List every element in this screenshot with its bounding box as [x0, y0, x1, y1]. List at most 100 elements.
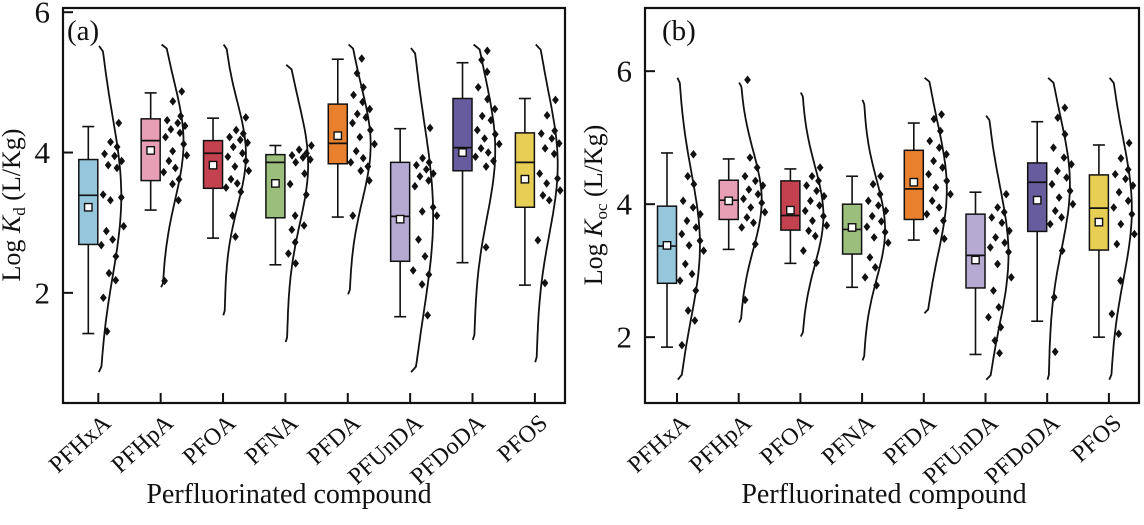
data-point	[418, 280, 426, 289]
panel-letter: (a)	[67, 15, 99, 47]
data-point	[482, 242, 490, 252]
data-point	[245, 166, 253, 176]
data-point	[681, 259, 689, 269]
data-point	[291, 238, 299, 247]
data-point	[690, 149, 697, 159]
data-point	[181, 121, 189, 131]
data-point	[741, 171, 749, 181]
data-point	[752, 176, 759, 186]
data-point	[175, 174, 183, 184]
data-point	[1061, 103, 1069, 113]
data-point	[696, 209, 704, 219]
data-point	[299, 153, 307, 162]
data-point	[881, 227, 889, 237]
data-point	[816, 163, 824, 172]
box-PFOS	[514, 132, 536, 209]
data-point	[242, 113, 250, 122]
data-point	[409, 266, 417, 275]
mean-marker	[786, 205, 795, 215]
data-point	[118, 156, 126, 166]
data-point	[676, 276, 684, 285]
data-point	[754, 189, 762, 199]
data-point	[295, 145, 303, 155]
data-point	[425, 176, 433, 185]
x-axis-title: Perfluorinated compound	[741, 479, 1026, 510]
data-point	[222, 183, 230, 192]
data-point	[105, 268, 113, 278]
box-PFDoDA	[452, 97, 473, 172]
data-point	[482, 162, 490, 171]
mean-marker	[458, 148, 467, 157]
data-point	[939, 163, 946, 172]
data-point	[750, 218, 757, 228]
data-point	[1124, 165, 1132, 174]
x-tick-label: PFHpA	[685, 410, 757, 479]
data-point	[552, 95, 559, 105]
data-point	[1117, 153, 1125, 163]
box-PFOS	[1088, 174, 1110, 251]
data-point	[866, 253, 874, 262]
data-point	[107, 195, 114, 205]
y-tick-label: 4	[617, 187, 633, 222]
mean-marker	[847, 223, 857, 232]
mean-marker	[971, 255, 980, 265]
data-point	[163, 115, 171, 125]
data-point	[1007, 273, 1015, 282]
data-point	[425, 270, 433, 279]
data-point	[753, 163, 761, 172]
x-tick-label: PFHpA	[107, 410, 179, 479]
data-point	[861, 273, 869, 282]
density-curve	[1108, 77, 1133, 381]
panel-letter: (b)	[662, 15, 696, 47]
data-point	[424, 311, 432, 320]
data-point	[938, 110, 945, 119]
box-PFHxA	[78, 158, 99, 246]
data-point	[117, 193, 125, 202]
data-point	[362, 113, 370, 122]
data-point	[994, 259, 1001, 269]
data-point	[1124, 196, 1132, 206]
data-point	[472, 152, 479, 162]
data-point	[364, 162, 372, 171]
data-point	[820, 191, 828, 201]
data-point	[744, 75, 751, 85]
x-tick-label: PFOA	[178, 410, 241, 471]
data-point	[690, 179, 698, 189]
data-point	[761, 207, 769, 217]
data-point	[539, 191, 547, 200]
data-point	[239, 148, 246, 158]
data-point	[800, 246, 807, 256]
data-point	[113, 142, 121, 152]
density-curve	[222, 43, 247, 316]
data-point	[229, 142, 237, 152]
data-point	[679, 196, 687, 206]
density-curve	[1046, 77, 1071, 380]
data-point	[487, 115, 495, 125]
data-point	[685, 241, 693, 250]
data-point	[986, 243, 994, 252]
data-point	[419, 153, 426, 163]
data-point	[864, 196, 872, 206]
data-point	[930, 156, 937, 166]
data-point	[812, 258, 820, 267]
data-point	[877, 217, 885, 226]
x-tick-label: PFOA	[755, 410, 818, 471]
data-point	[940, 234, 948, 244]
data-point	[1002, 189, 1010, 199]
data-point	[928, 196, 936, 206]
data-point	[288, 225, 296, 235]
data-point	[550, 149, 558, 159]
data-point	[805, 226, 813, 236]
data-point	[876, 189, 884, 199]
data-point	[359, 153, 367, 163]
data-point	[227, 174, 235, 184]
data-point	[691, 316, 699, 325]
data-point	[371, 139, 378, 149]
data-point	[1001, 238, 1009, 248]
data-point	[101, 149, 108, 159]
data-point	[992, 233, 1000, 242]
data-point	[543, 111, 551, 120]
y-tick-label: 6	[35, 0, 51, 30]
density-curve	[738, 82, 763, 323]
data-point	[678, 229, 686, 239]
